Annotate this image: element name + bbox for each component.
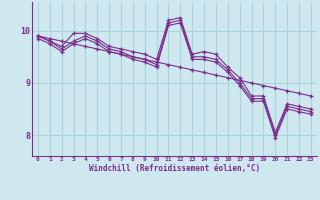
X-axis label: Windchill (Refroidissement éolien,°C): Windchill (Refroidissement éolien,°C): [89, 164, 260, 173]
